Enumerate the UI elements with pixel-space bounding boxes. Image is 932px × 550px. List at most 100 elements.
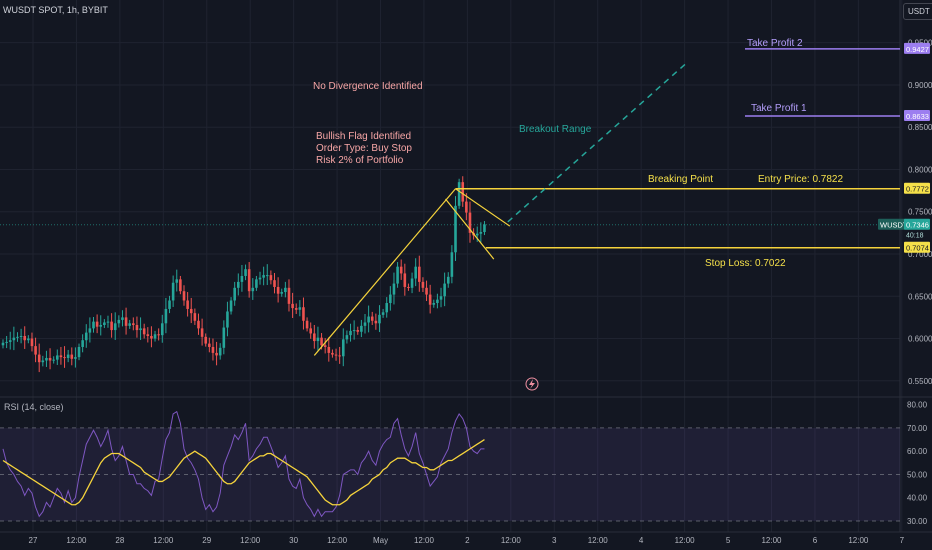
rsi-ma-line: [2, 439, 485, 506]
candle-body: [110, 321, 113, 331]
candle-body: [457, 182, 461, 206]
candle-body: [255, 279, 258, 288]
candle-body: [284, 287, 287, 293]
candle-body: [186, 300, 189, 309]
breakout-projection-line: [507, 61, 689, 223]
candle-body: [56, 355, 59, 360]
take-profit-2-price-label: 0.9427: [906, 45, 929, 54]
candle-body: [374, 320, 378, 324]
countdown-label: 40:18: [906, 233, 924, 240]
candle-body: [16, 336, 19, 338]
candle-body: [483, 224, 486, 233]
candle-body: [454, 205, 457, 253]
candle-body: [410, 278, 414, 288]
candle-body: [258, 277, 262, 280]
candle-body: [323, 345, 327, 347]
candle-body: [327, 346, 331, 353]
candle-body: [142, 328, 146, 335]
time-tick-label: 12:00: [414, 536, 435, 545]
time-tick-label: 4: [639, 536, 644, 545]
candle-body: [204, 336, 208, 344]
time-tick-label: 5: [726, 536, 731, 545]
candle-body: [124, 317, 128, 326]
time-tick-label: 12:00: [327, 536, 348, 545]
candle-body: [175, 279, 179, 283]
candle-body: [251, 287, 255, 292]
candle-body: [229, 300, 233, 312]
candle-body: [45, 357, 48, 361]
candle-body: [77, 346, 81, 358]
candle-body: [52, 359, 55, 361]
candle-body: [208, 343, 211, 347]
candle-body: [363, 322, 367, 326]
candle-body: [92, 321, 95, 329]
entry-price-label-box-bg: [904, 182, 930, 194]
lightning-icon-bolt: [529, 379, 535, 389]
candle-body: [157, 334, 160, 336]
candle-body: [287, 287, 291, 304]
candle-body: [34, 346, 37, 355]
price-tick-label: 0.8500: [908, 123, 932, 132]
candle-body: [378, 314, 381, 324]
candle-body: [425, 287, 428, 295]
current-symbol-label-bg: [878, 218, 906, 230]
candle-body: [84, 332, 88, 341]
candle-body: [211, 346, 215, 353]
candle-body: [74, 357, 77, 359]
candle-body: [66, 354, 70, 358]
currency-badge-label: USDT: [908, 7, 930, 16]
candle-body: [218, 347, 222, 356]
candle-body: [121, 317, 124, 320]
time-tick-label: 12:00: [761, 536, 782, 545]
candle-body: [273, 280, 276, 287]
currency-badge[interactable]: USDT: [903, 3, 932, 20]
price-tick-label: 0.7500: [908, 208, 932, 217]
candle-body: [403, 273, 407, 287]
candle-body: [349, 330, 352, 336]
candle-body: [414, 266, 417, 279]
candle-body: [153, 334, 157, 339]
time-tick-label: 12:00: [66, 536, 87, 545]
candle-body: [8, 340, 12, 342]
candle-body: [269, 275, 273, 281]
candle-body: [5, 341, 8, 343]
lightning-icon[interactable]: [525, 377, 539, 391]
candle-body: [265, 275, 269, 277]
candle-body: [88, 328, 92, 333]
candle-body: [135, 324, 139, 331]
bullish-flag-note: Bullish Flag Identified: [316, 131, 412, 142]
candle-body: [313, 333, 316, 342]
candle-body: [95, 321, 99, 327]
candle-body: [30, 338, 34, 347]
order-type-note: Order Type: Buy Stop: [316, 143, 412, 154]
stop-price-label-box: 0.7074: [906, 244, 929, 253]
candle-body: [331, 352, 334, 355]
breakout-range-label: Breakout Range: [519, 124, 592, 135]
candle-body: [280, 292, 284, 294]
candle-body: [446, 276, 450, 284]
candle-body: [197, 320, 200, 329]
candle-body: [399, 266, 403, 274]
symbol-title: WUSDT SPOT, 1h, BYBIT: [3, 5, 108, 15]
candle-body: [113, 323, 117, 331]
rsi-line: [2, 410, 485, 518]
time-tick-label: 12:00: [153, 536, 174, 545]
candle-body: [428, 294, 432, 305]
candle-body: [247, 269, 251, 292]
take-profit-1-price-label-bg: [904, 109, 930, 121]
take-profit-1-price-label: 0.8633: [906, 112, 929, 121]
time-tick-label: 2: [465, 536, 470, 545]
candle-body: [294, 308, 298, 310]
candle-body: [99, 324, 103, 327]
candle-body: [48, 357, 52, 361]
candle-body: [81, 340, 84, 347]
entry-price-label: Entry Price: 0.7822: [758, 174, 844, 185]
candle-body: [19, 335, 23, 337]
candle-body: [352, 330, 356, 332]
candle-body: [237, 281, 240, 288]
rsi-tick-label: 30.00: [907, 517, 928, 526]
rsi-tick-label: 60.00: [907, 447, 928, 456]
candle-body: [381, 312, 385, 315]
candle-body: [12, 337, 16, 341]
